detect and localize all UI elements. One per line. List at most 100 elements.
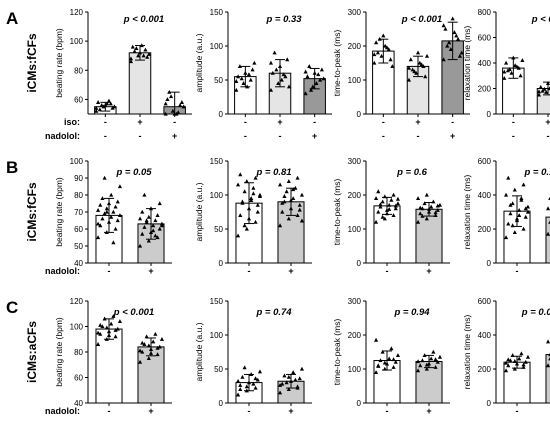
- panel-letter: A: [6, 9, 18, 28]
- data-point: [144, 334, 149, 339]
- y-tick-label: 600: [478, 34, 492, 43]
- condition-sign: -: [173, 117, 176, 127]
- y-tick-label: 200: [478, 365, 492, 374]
- data-point: [424, 53, 430, 58]
- p-value: p = 0.05: [115, 167, 152, 178]
- data-point: [375, 50, 380, 55]
- data-point: [514, 64, 520, 69]
- data-point: [148, 350, 154, 355]
- data-point: [383, 43, 388, 48]
- data-point: [142, 225, 147, 229]
- data-point: [417, 60, 422, 65]
- data-point: [242, 365, 247, 370]
- y-tick-label: 40: [74, 259, 83, 268]
- data-point: [146, 214, 151, 219]
- data-point: [374, 40, 379, 45]
- condition-label: iso:: [64, 117, 80, 127]
- condition-sign: +: [148, 266, 153, 276]
- data-point: [239, 76, 244, 81]
- data-point: [140, 209, 145, 214]
- data-point: [390, 64, 395, 69]
- data-point: [441, 23, 446, 28]
- data-point: [244, 179, 249, 184]
- data-point: [450, 16, 455, 21]
- data-point: [508, 211, 513, 216]
- data-point: [286, 216, 291, 221]
- condition-sign: -: [386, 266, 389, 276]
- data-point: [253, 175, 258, 180]
- data-point: [286, 179, 291, 184]
- data-point: [517, 356, 522, 361]
- data-point: [382, 216, 387, 221]
- y-tick-label: 80: [74, 66, 83, 75]
- data-point: [506, 363, 511, 368]
- data-point: [95, 342, 101, 346]
- data-point: [299, 218, 305, 223]
- data-point: [168, 94, 174, 99]
- data-point: [391, 213, 396, 218]
- data-point: [391, 357, 396, 362]
- condition-label: nadolol:: [45, 406, 80, 416]
- condition-sign: -: [386, 406, 389, 416]
- condition-sign: +: [415, 117, 420, 127]
- data-point: [519, 196, 524, 201]
- data-point: [242, 223, 247, 228]
- data-point: [115, 199, 120, 204]
- y-axis-label: relaxation time (ms): [462, 26, 472, 101]
- p-value: p < 0.001: [113, 307, 154, 318]
- data-point: [140, 349, 145, 354]
- data-point: [137, 216, 143, 221]
- data-point: [521, 226, 526, 231]
- condition-sign: -: [244, 117, 247, 127]
- data-point: [286, 387, 291, 392]
- y-tick-label: 600: [478, 157, 492, 166]
- data-point: [130, 44, 135, 49]
- condition-sign: -: [279, 131, 282, 141]
- condition-sign: +: [172, 131, 177, 141]
- data-point: [146, 343, 151, 348]
- data-point: [246, 72, 252, 77]
- data-point: [536, 89, 542, 94]
- data-point: [523, 359, 528, 364]
- y-axis-label: amplitude (a.u.): [194, 182, 204, 241]
- data-point: [426, 206, 432, 211]
- data-point: [137, 50, 143, 55]
- condition-sign: -: [248, 406, 251, 416]
- panel-a4: 0 200 400 600 800 relaxation time (ms) p < 0.0…: [462, 8, 550, 141]
- data-point: [251, 185, 256, 190]
- data-point: [456, 36, 461, 41]
- data-point: [445, 43, 450, 48]
- data-point: [109, 321, 114, 326]
- data-point: [299, 192, 305, 197]
- y-tick-label: 150: [210, 297, 224, 306]
- data-point: [106, 219, 112, 224]
- data-point: [106, 333, 112, 338]
- data-point: [376, 209, 381, 214]
- y-tick-label: 100: [70, 37, 84, 46]
- data-point: [241, 81, 246, 86]
- data-point: [115, 218, 120, 223]
- data-point: [418, 205, 423, 210]
- data-point: [443, 26, 448, 31]
- data-point: [435, 208, 440, 212]
- y-tick-label: 400: [478, 59, 492, 68]
- condition-sign: +: [450, 131, 455, 141]
- data-point: [268, 87, 274, 92]
- data-point: [235, 182, 241, 187]
- data-point: [295, 175, 300, 180]
- data-point: [415, 196, 421, 201]
- condition-sign: -: [417, 131, 420, 141]
- data-point: [159, 223, 165, 228]
- y-tick-label: 400: [478, 331, 492, 340]
- p-value: p < 0.001: [401, 14, 442, 25]
- data-point: [249, 198, 254, 203]
- data-point: [248, 77, 253, 82]
- data-point: [393, 359, 398, 364]
- data-point: [100, 324, 105, 329]
- data-point: [155, 352, 160, 357]
- data-point: [387, 202, 392, 207]
- panel-a3: 0 100 200 300 time-to-peak (ms) p < 0.001 - + - -…: [332, 8, 470, 141]
- condition-sign: +: [288, 266, 293, 276]
- data-point: [516, 65, 521, 70]
